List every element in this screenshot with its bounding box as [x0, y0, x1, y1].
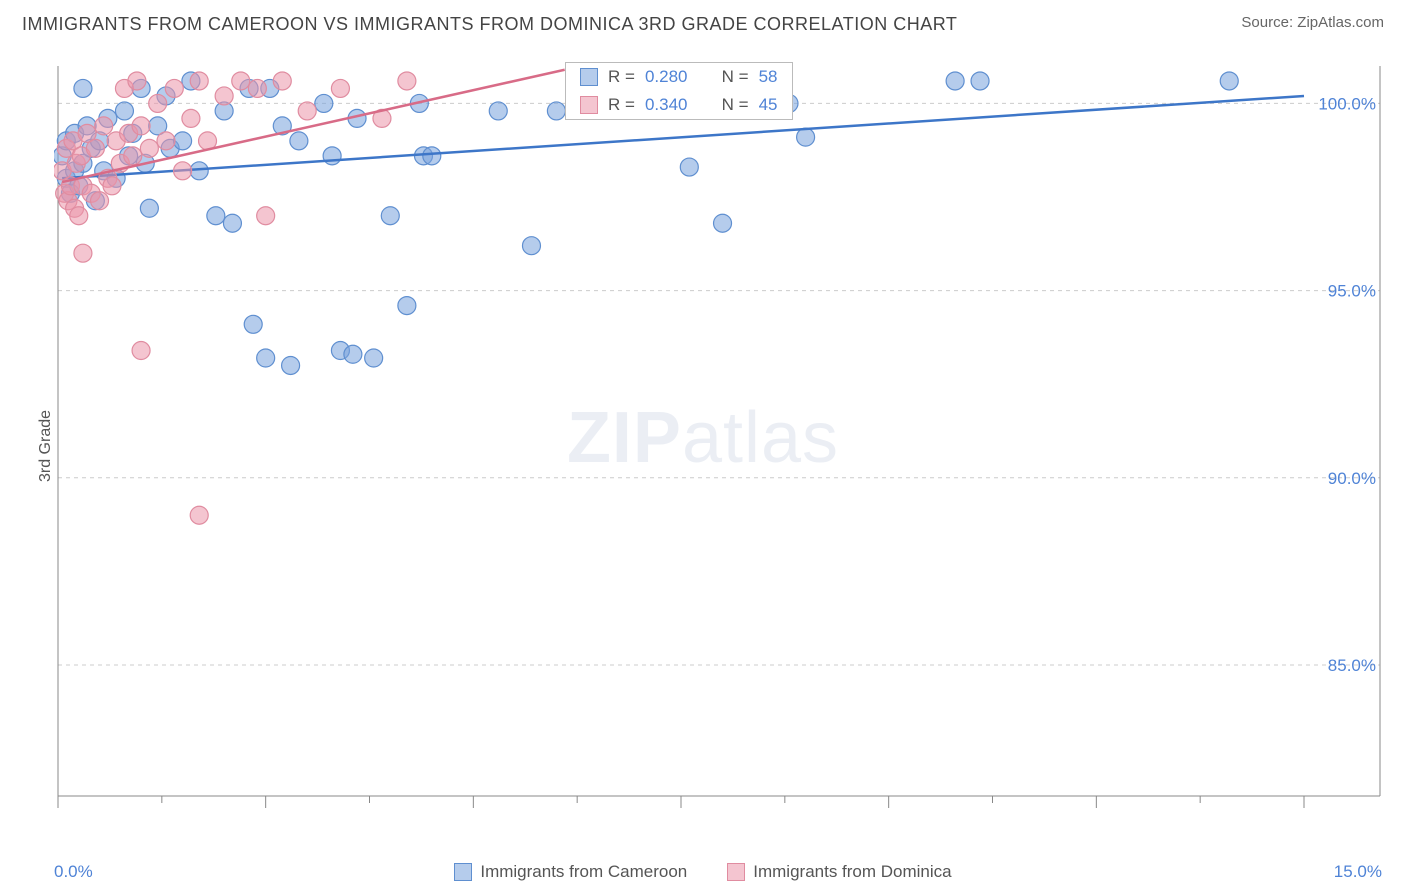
chart-title: IMMIGRANTS FROM CAMEROON VS IMMIGRANTS F…: [22, 14, 957, 35]
plot-area: 85.0% 90.0% 95.0% 100.0%: [54, 56, 1382, 826]
source-link[interactable]: ZipAtlas.com: [1297, 14, 1384, 31]
chart-container: IMMIGRANTS FROM CAMEROON VS IMMIGRANTS F…: [0, 0, 1406, 892]
stats-legend-swatch: [580, 96, 598, 114]
stats-legend-swatch: [580, 68, 598, 86]
legend-item-dominica: Immigrants from Dominica: [727, 862, 951, 882]
stats-legend-row: R = 0.280 N = 58: [566, 63, 792, 91]
source-attribution: Source: ZipAtlas.com: [1241, 14, 1384, 31]
svg-text:90.0%: 90.0%: [1328, 469, 1376, 488]
y-axis-label: 3rd Grade: [37, 410, 55, 482]
bottom-legend: Immigrants from Cameroon Immigrants from…: [0, 862, 1406, 882]
stats-legend: R = 0.280 N = 58R = 0.340 N = 45: [565, 62, 793, 120]
legend-swatch-dominica: [727, 863, 745, 881]
legend-label-dominica: Immigrants from Dominica: [753, 862, 951, 882]
svg-text:85.0%: 85.0%: [1328, 656, 1376, 675]
svg-text:100.0%: 100.0%: [1318, 94, 1376, 113]
legend-label-cameroon: Immigrants from Cameroon: [480, 862, 687, 882]
svg-text:95.0%: 95.0%: [1328, 282, 1376, 301]
legend-swatch-cameroon: [454, 863, 472, 881]
chart-svg: 85.0% 90.0% 95.0% 100.0%: [54, 56, 1382, 826]
legend-item-cameroon: Immigrants from Cameroon: [454, 862, 687, 882]
source-label: Source:: [1241, 14, 1297, 31]
stats-legend-row: R = 0.340 N = 45: [566, 91, 792, 119]
